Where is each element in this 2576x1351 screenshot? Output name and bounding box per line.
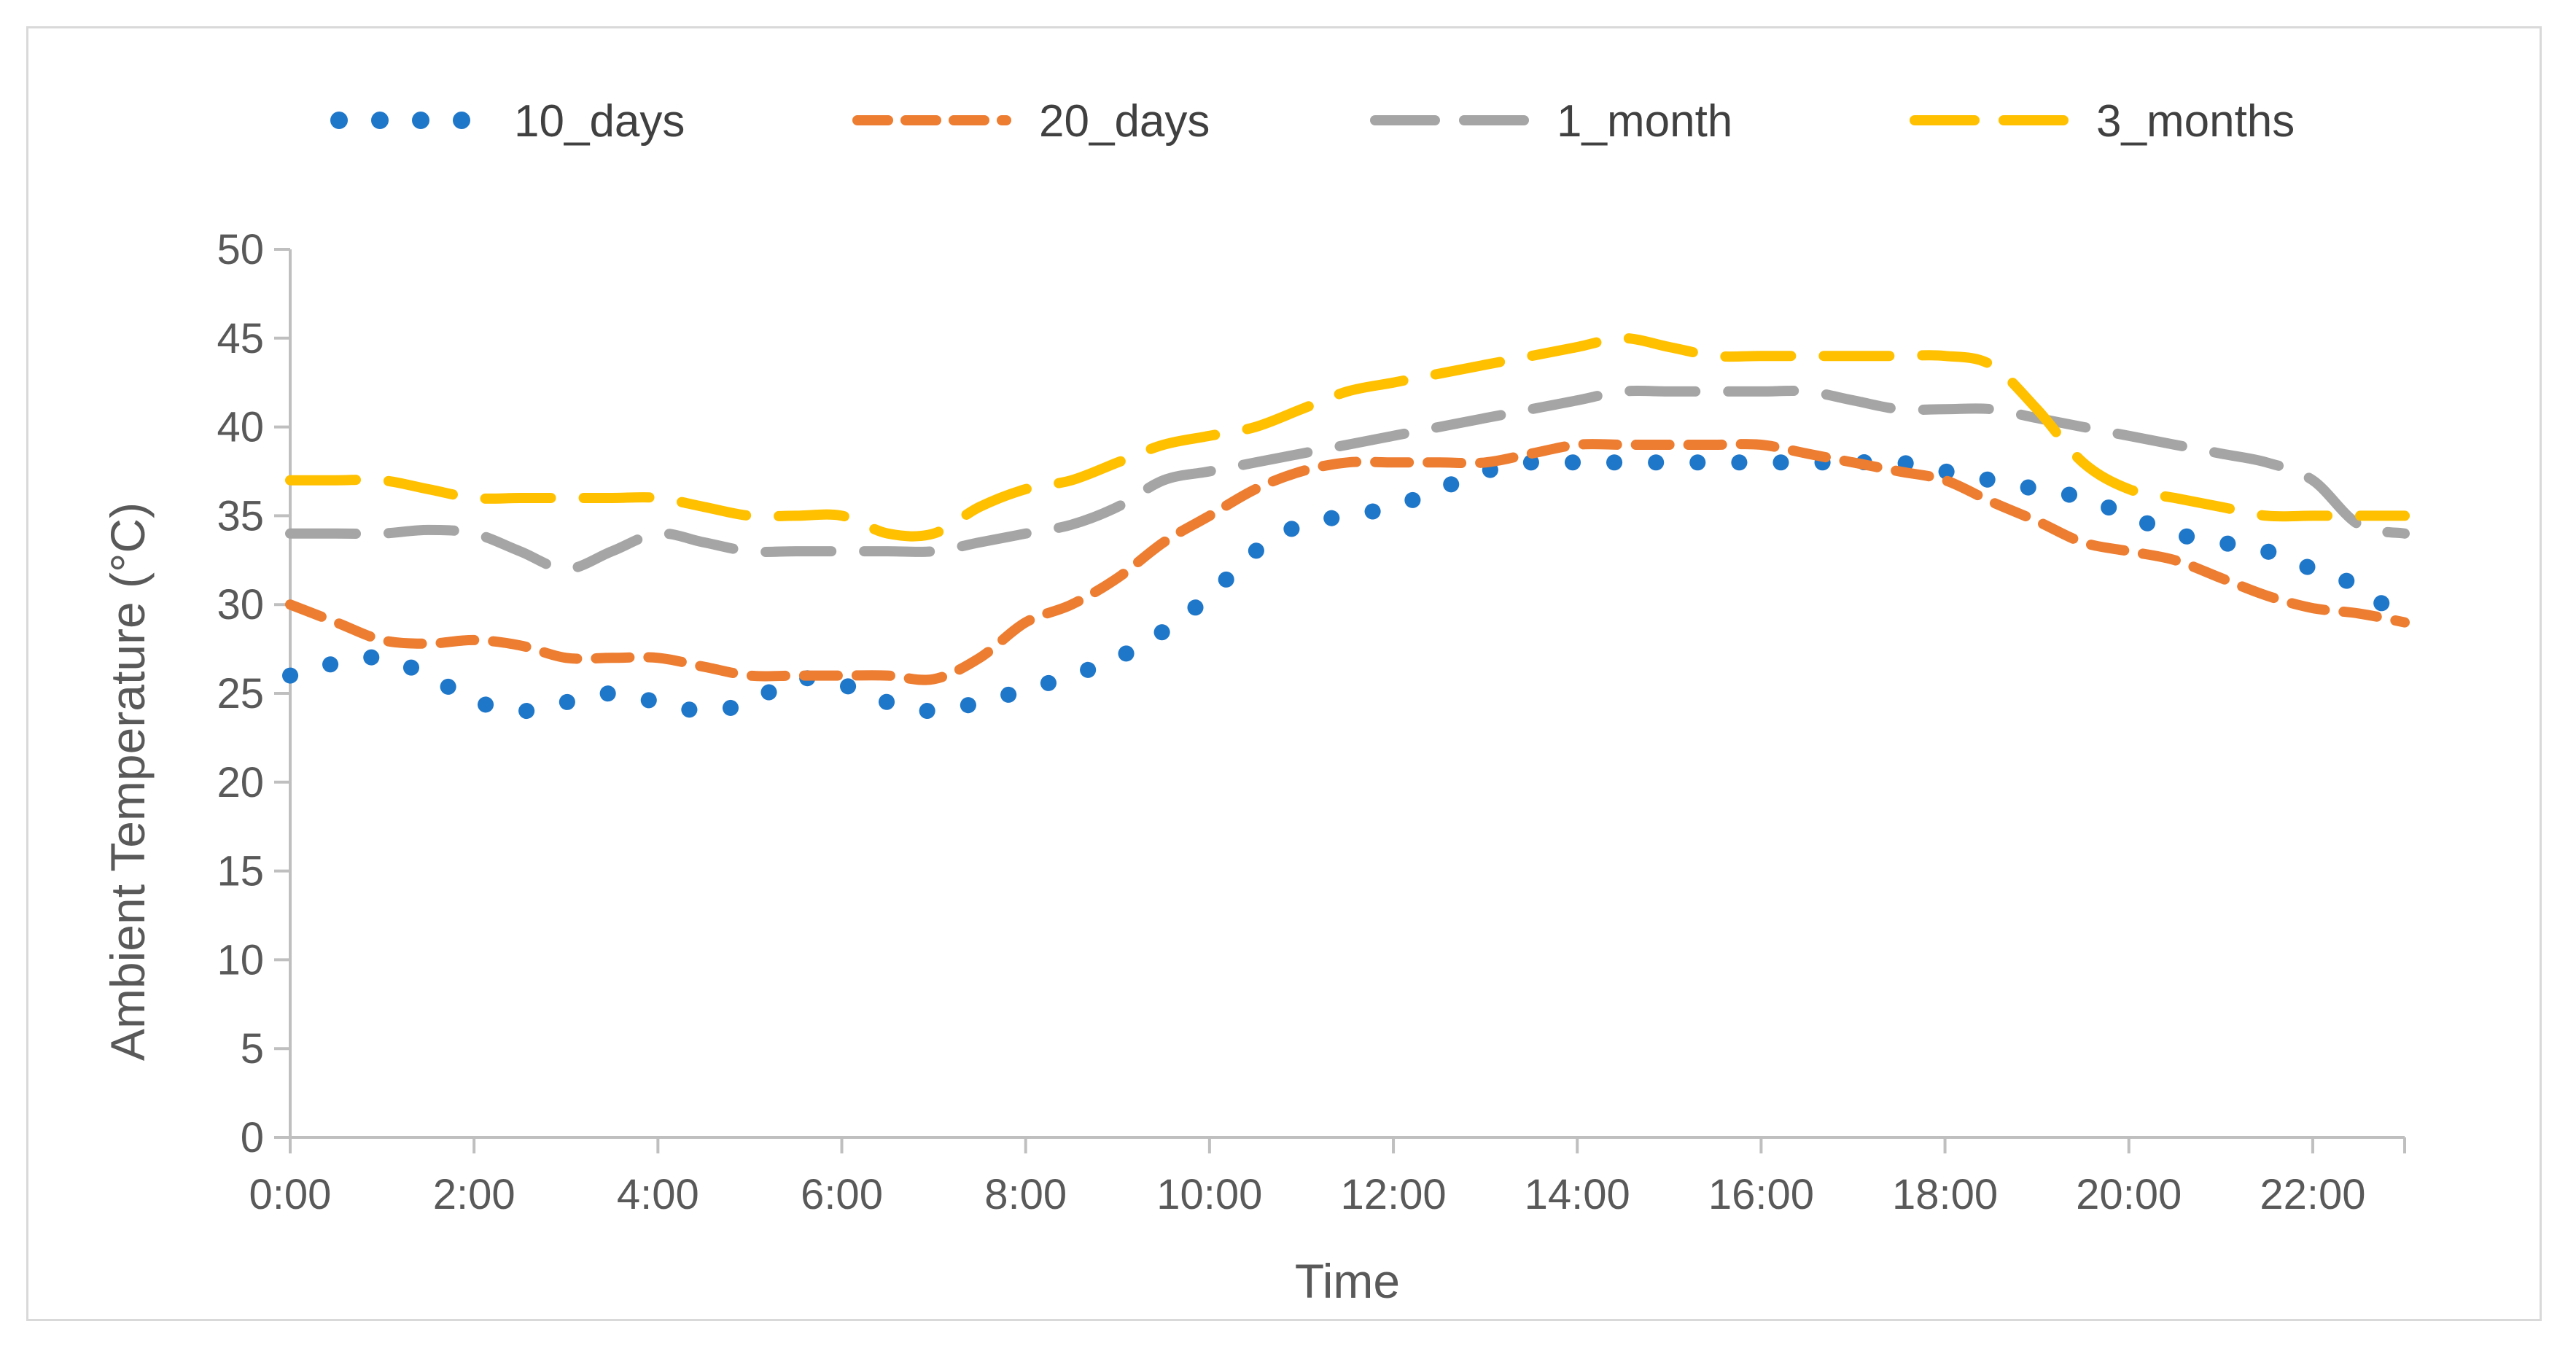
legend-label: 1_month [1557,96,1732,147]
y-tick-label: 40 [217,404,264,451]
legend-item-10-days: 10_days [330,96,685,147]
y-tick-label: 25 [217,670,264,717]
x-tick-label: 8:00 [984,1171,1067,1218]
legend: 10_days 20_days 1_month 3_months [330,96,2295,147]
legend-swatch-dot [330,112,348,129]
x-tick-label: 2:00 [433,1171,515,1218]
x-tick-label: 18:00 [1892,1171,1998,1218]
y-ticks: 0 5 10 15 20 25 30 35 40 45 50 [217,226,290,1161]
y-axis-title: Ambient Temperature (°C) [101,502,155,1061]
legend-swatch-dot [453,112,470,129]
legend-swatch-dot [371,112,389,129]
legend-label: 20_days [1039,96,1210,147]
x-tick-label: 12:00 [1340,1171,1446,1218]
legend-swatch-dot [412,112,429,129]
x-tick-label: 4:00 [617,1171,699,1218]
legend-label: 3_months [2096,96,2295,147]
y-tick-label: 35 [217,492,264,540]
legend-label: 10_days [514,96,685,147]
x-axis-title: Time [1295,1254,1400,1308]
x-tick-label: 20:00 [2076,1171,2182,1218]
y-tick-label: 50 [217,226,264,273]
y-tick-label: 10 [217,936,264,984]
legend-item-20-days: 20_days [852,96,1210,147]
x-ticks: 0:00 2:00 4:00 6:00 8:00 10:00 12:00 14:00 16:00… [249,1137,2406,1218]
x-tick-label: 14:00 [1525,1171,1630,1218]
x-tick-label: 6:00 [801,1171,883,1218]
y-tick-label: 45 [217,315,264,362]
chart-frame [26,26,2542,1321]
y-tick-label: 15 [217,848,264,895]
y-tick-label: 20 [217,759,264,806]
series-lines [282,332,2413,720]
x-tick-label: 22:00 [2260,1171,2365,1218]
legend-item-1-month: 1_month [1370,96,1732,147]
x-tick-label: 0:00 [249,1171,332,1218]
legend-item-3-months: 3_months [1910,96,2295,147]
y-tick-label: 5 [241,1025,264,1072]
series-line-1-month [285,386,2410,575]
series-line-3-months [285,332,2410,542]
series-line-10-days [282,453,2413,720]
y-tick-label: 0 [241,1114,264,1161]
y-tick-label: 30 [217,581,264,628]
x-tick-label: 16:00 [1708,1171,1814,1218]
x-tick-label: 10:00 [1156,1171,1262,1218]
series-line-20-days [285,439,2410,685]
